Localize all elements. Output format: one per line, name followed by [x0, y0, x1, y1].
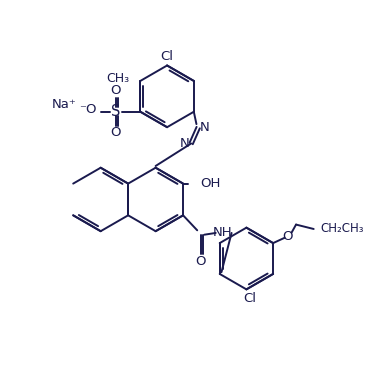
Text: N: N — [180, 137, 190, 150]
Text: S: S — [111, 104, 120, 119]
Text: O: O — [111, 126, 121, 139]
Text: Cl: Cl — [161, 50, 174, 63]
Text: O: O — [196, 255, 206, 268]
Text: Na⁺: Na⁺ — [52, 98, 77, 111]
Text: O: O — [111, 84, 121, 97]
Text: Cl: Cl — [243, 292, 257, 305]
Text: O: O — [282, 229, 292, 243]
Text: N: N — [200, 121, 209, 134]
Text: CH₂CH₃: CH₂CH₃ — [321, 223, 364, 235]
Text: ⁻O: ⁻O — [79, 103, 96, 117]
Text: CH₃: CH₃ — [107, 72, 130, 85]
Text: OH: OH — [201, 177, 221, 190]
Text: NH: NH — [213, 226, 233, 240]
